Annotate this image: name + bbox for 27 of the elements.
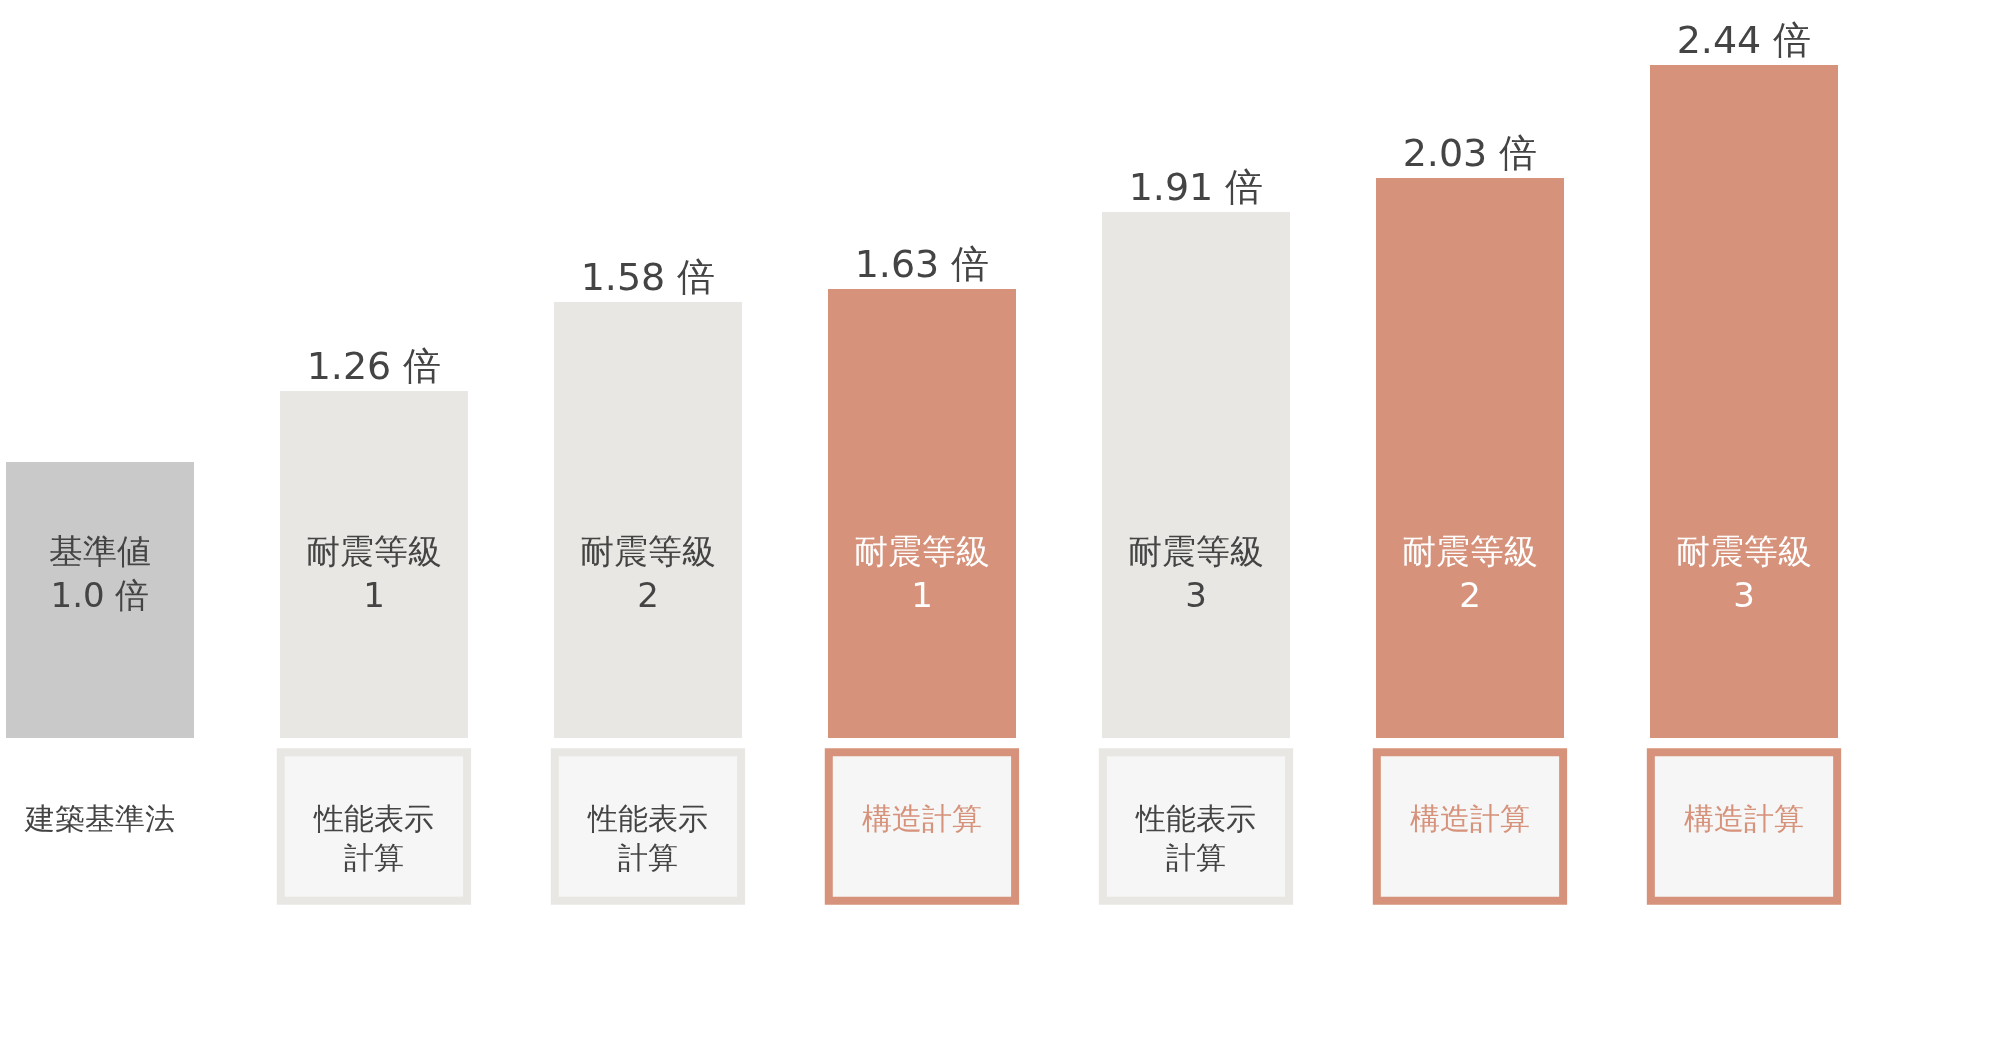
data-label: 2.44 倍	[1676, 18, 1812, 62]
bar	[1376, 178, 1564, 738]
annotation: 耐震等級 3	[1676, 531, 1812, 616]
annotation: 耐震等級 3	[1128, 531, 1264, 616]
x-tick-label: 構造計算	[861, 801, 982, 836]
bar	[828, 289, 1016, 738]
data-label: 1.26 倍	[306, 344, 442, 388]
bar	[1102, 212, 1290, 738]
bar	[6, 462, 194, 738]
annotation: 耐震等級 1	[854, 531, 990, 616]
x-tick-label: 性能表示計算	[1134, 801, 1256, 875]
data-label: 1.63 倍	[854, 242, 990, 286]
x-tick-label: 構造計算	[1683, 801, 1804, 836]
x-tick-label: 構造計算	[1409, 801, 1530, 836]
data-label: 1.91 倍	[1128, 165, 1264, 209]
x-tick-label: 性能表示計算	[312, 801, 434, 875]
x-tick-label: 建築基準法	[23, 801, 175, 836]
x-tick-label: 性能表示計算	[586, 801, 708, 875]
bar	[554, 302, 742, 738]
annotation: 耐震等級 1	[306, 531, 442, 616]
data-label: 2.03 倍	[1402, 131, 1538, 175]
bar	[1650, 65, 1838, 738]
annotation: 基準値 1.0 倍	[49, 531, 151, 616]
annotation: 耐震等級 2	[1402, 531, 1538, 616]
bar	[280, 391, 468, 738]
data-label: 1.58 倍	[580, 255, 716, 299]
annotation: 耐震等級 2	[580, 531, 716, 616]
